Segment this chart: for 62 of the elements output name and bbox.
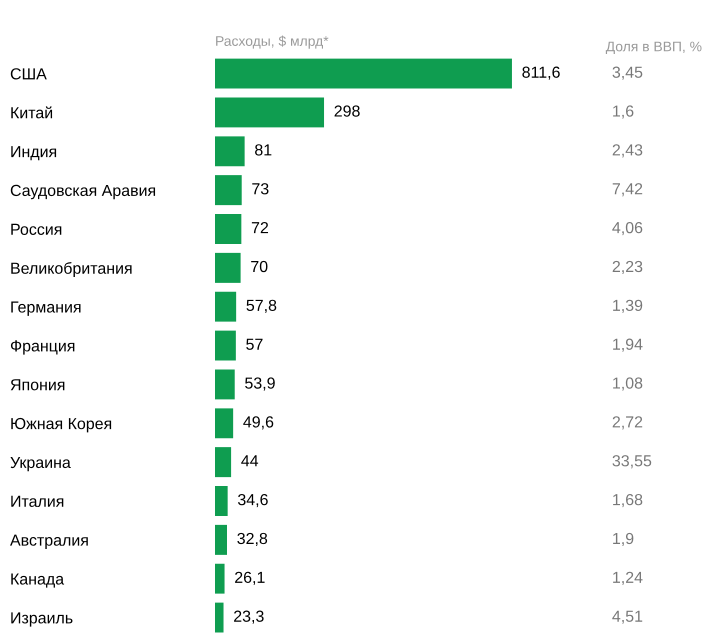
- bar: [215, 58, 512, 89]
- text: 4,51: [612, 610, 642, 624]
- bar: [215, 602, 224, 633]
- bar: [215, 408, 234, 438]
- text: 2,23: [612, 260, 642, 274]
- bar: [215, 564, 225, 594]
- text: 1,9: [613, 532, 634, 546]
- data-label: 34,6: [238, 494, 268, 508]
- bar: [215, 252, 241, 283]
- text: 1,08: [613, 377, 642, 391]
- data-label: 73: [252, 183, 268, 194]
- data-label: 32,8: [237, 532, 268, 546]
- text: 1,6: [613, 105, 634, 119]
- text: 3,45: [612, 66, 642, 80]
- text: 1,39: [613, 300, 642, 313]
- data-label: 81: [255, 144, 272, 156]
- text: 4,06: [612, 222, 642, 236]
- bar: [215, 97, 324, 128]
- y-tick-label: США: [10, 68, 47, 80]
- y-tick-label: Китай: [11, 106, 52, 118]
- data-label: 811,6: [522, 66, 560, 80]
- y-tick-label: Германия: [11, 302, 80, 316]
- text: 2,72: [612, 416, 642, 430]
- bar: [215, 524, 227, 555]
- data-label: 298: [334, 105, 360, 117]
- data-label: 26,1: [235, 572, 265, 585]
- bar: [215, 330, 236, 361]
- text: 33,55: [612, 455, 652, 468]
- y-tick-label: Канада: [11, 574, 64, 588]
- data-label: 70: [251, 260, 268, 272]
- x-axis-title: Расходы, $ млрд*: [216, 36, 328, 49]
- text: Доля в ВВП, %: [606, 42, 702, 54]
- y-tick-label: Израиль: [11, 612, 72, 627]
- text: 7,42: [612, 183, 642, 196]
- y-tick-label: Великобритания: [11, 262, 132, 278]
- bar: [215, 214, 242, 244]
- data-label: 57,8: [246, 300, 276, 313]
- y-tick-label: Италия: [11, 496, 64, 507]
- data-label: 57: [246, 338, 263, 350]
- text: 1,24: [613, 572, 643, 585]
- text: 1,68: [613, 494, 642, 508]
- y-tick-label: Япония: [10, 379, 64, 390]
- bar: [215, 486, 228, 516]
- data-label: 23,3: [234, 610, 264, 624]
- y-tick-label: Украина: [10, 456, 71, 472]
- bar: [215, 175, 242, 206]
- bar: [215, 292, 236, 322]
- data-label: 49,6: [243, 416, 274, 430]
- text: 1,94: [613, 338, 643, 352]
- y-tick-label: Индия: [11, 146, 56, 160]
- data-label: 72: [252, 222, 268, 234]
- text: 2,43: [612, 144, 642, 158]
- bar: [215, 136, 245, 166]
- data-label: 44: [241, 455, 258, 466]
- bar: [215, 369, 235, 400]
- y-tick-label: Австралия: [10, 534, 88, 549]
- data-label: 53,9: [245, 377, 275, 391]
- y-tick-label: Саудовская Аравия: [10, 184, 156, 200]
- y-tick-label: Южная Корея: [11, 418, 112, 432]
- y-tick-label: Россия: [11, 224, 62, 235]
- y-tick-label: Франция: [10, 340, 74, 355]
- bar: [215, 447, 232, 478]
